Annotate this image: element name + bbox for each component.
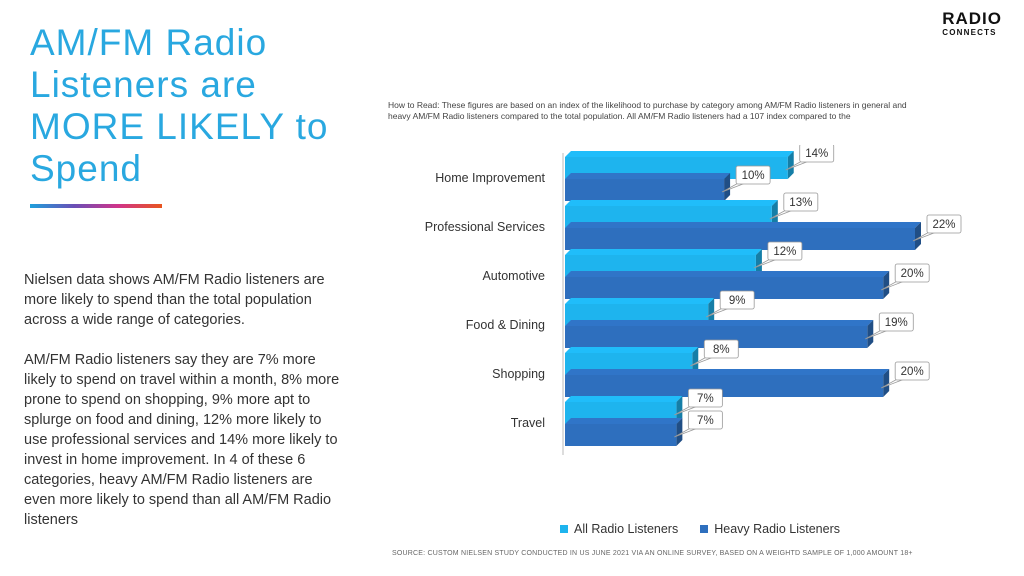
callout-box [799,145,835,163]
data-label: 20% [901,366,924,378]
bar [565,277,884,299]
source-note: SOURCE: CUSTOM NIELSEN STUDY CONDUCTED I… [392,550,913,557]
bar-top-face [565,200,778,206]
legend-swatch-all [560,525,568,533]
bar-side-face [867,320,874,348]
bar-top-face [565,369,890,375]
bar [565,326,868,348]
body-paragraph: Nielsen data shows AM/FM Radio listeners… [24,272,325,328]
bar-side-face [676,418,683,446]
how-to-read-note: How to Read: These figures are based on … [388,100,907,121]
bar-top-face [565,222,921,228]
logo-line-2: CONNECTS [942,28,997,37]
legend-label-all: All Radio Listeners [574,522,679,536]
data-label: 13% [789,197,812,209]
bar-top-face [565,418,683,424]
callout-box [783,192,819,212]
bar-top-face [565,249,762,255]
title-underline [30,204,162,208]
data-label: 20% [901,268,924,280]
category-label: Travel [511,416,545,430]
data-label: 9% [729,295,746,307]
category-label: Professional Services [425,220,545,234]
bar-side-face [787,151,794,179]
page-title: AM/FM Radio Listeners are MORE LIKELY to… [30,22,329,189]
bar-side-face [708,298,715,326]
data-label: 7% [697,393,714,405]
bar-top-face [565,298,715,304]
bar-top-face [565,320,874,326]
bar [565,424,677,446]
logo-line-1: RADIO [942,9,1002,28]
category-label: Automotive [482,269,545,283]
legend-label-heavy: Heavy Radio Listeners [714,522,840,536]
bar [565,179,725,201]
bar-top-face [565,271,890,277]
callout-box [894,263,930,283]
data-label: 10% [742,170,765,182]
bar-side-face [883,271,890,299]
bar-side-face [771,200,778,228]
callout-box [687,388,723,408]
bar-top-face [565,347,699,353]
bar-side-face [915,222,921,250]
data-label: 14% [805,148,828,160]
bar-top-face [565,396,683,402]
legend-item-heavy: Heavy Radio Listeners [700,522,840,536]
category-label: Home Improvement [435,171,545,185]
radio-connects-logo: RADIO CONNECTS [942,10,1002,38]
bar-side-face [755,249,762,277]
category-label: Food & Dining [466,318,545,332]
callout-box [735,165,771,185]
bar-side-face [724,173,731,201]
callout-box [703,339,739,359]
body-paragraph: AM/FM Radio listeners say they are 7% mo… [24,352,340,528]
callout-box [894,361,930,381]
data-label: 7% [697,415,714,427]
bar-side-face [883,369,890,397]
legend-item-all: All Radio Listeners [560,522,678,536]
data-label: 22% [932,219,955,231]
callout-box [878,312,914,332]
body-text: Nielsen data shows AM/FM Radio listeners… [24,270,344,550]
callout-box [926,214,962,234]
legend-swatch-heavy [700,525,709,533]
bar [565,228,915,250]
bar-top-face [565,151,794,157]
callout-box [687,410,723,430]
data-label: 8% [713,344,730,356]
bar-side-face [676,396,683,424]
category-label: Shopping [492,367,545,381]
chart-legend: All Radio Listeners Heavy Radio Listener… [560,522,840,536]
data-label: 12% [773,246,796,258]
bar-top-face [565,173,731,179]
bar-side-face [692,347,699,375]
callout-box [719,290,755,310]
bar [565,375,884,397]
bar-chart: Home Improvement 14% 10% Professional Servi… [425,145,962,455]
data-label: 19% [885,317,908,329]
callout-box [767,241,803,261]
